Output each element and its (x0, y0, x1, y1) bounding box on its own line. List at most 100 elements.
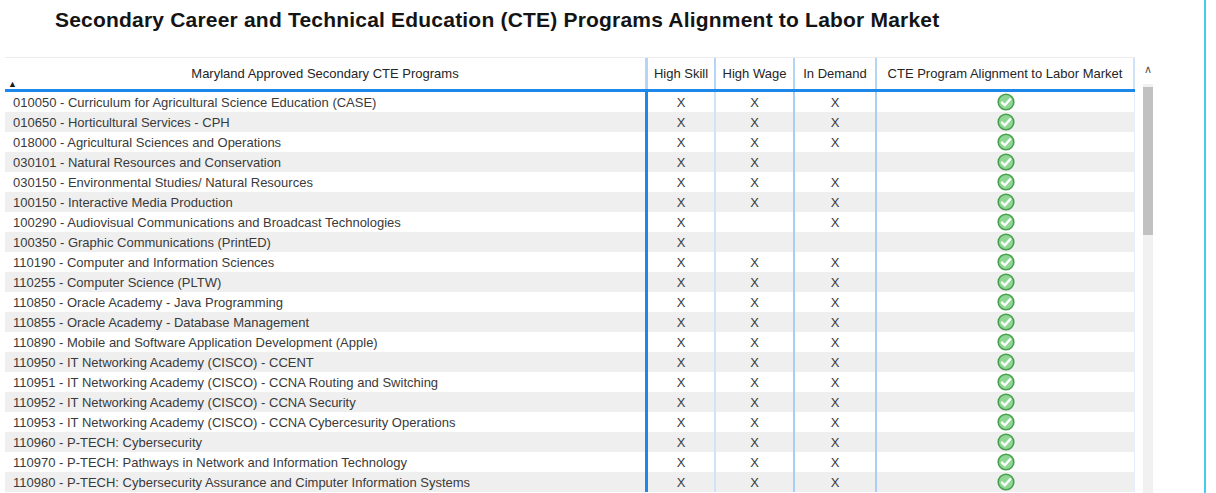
high-skill-cell: X (648, 392, 716, 412)
high-skill-cell: X (648, 252, 716, 272)
table-row[interactable]: 010650 - Horticultural Services - CPH X … (5, 112, 1135, 132)
alignment-cell (877, 412, 1135, 432)
high-wage-cell: X (716, 392, 795, 412)
high-wage-cell: X (716, 412, 795, 432)
in-demand-cell: X (795, 352, 877, 372)
alignment-check-icon (997, 113, 1015, 131)
program-cell: 110951 - IT Networking Academy (CISCO) -… (5, 372, 648, 392)
table-row[interactable]: 110980 - P-TECH: Cybersecurity Assurance… (5, 472, 1135, 492)
high-skill-cell: X (648, 92, 716, 112)
table-row[interactable]: 100150 - Interactive Media Production X … (5, 192, 1135, 212)
table-row[interactable]: 110951 - IT Networking Academy (CISCO) -… (5, 372, 1135, 392)
high-wage-cell: X (716, 172, 795, 192)
program-cell: 030101 - Natural Resources and Conservat… (5, 152, 648, 172)
high-wage-cell: X (716, 312, 795, 332)
program-cell: 110950 - IT Networking Academy (CISCO) -… (5, 352, 648, 372)
table-row[interactable]: 010050 - Curriculum for Agricultural Sci… (5, 92, 1135, 112)
alignment-check-icon (997, 133, 1015, 151)
program-cell: 110855 - Oracle Academy - Database Manag… (5, 312, 648, 332)
table-row[interactable]: 030150 - Environmental Studies/ Natural … (5, 172, 1135, 192)
in-demand-cell: X (795, 132, 877, 152)
alignment-cell (877, 372, 1135, 392)
column-header-programs[interactable]: ▲ Maryland Approved Secondary CTE Progra… (5, 58, 648, 89)
alignment-check-icon (997, 373, 1015, 391)
program-cell: 110960 - P-TECH: Cybersecurity (5, 432, 648, 452)
program-cell: 110255 - Computer Science (PLTW) (5, 272, 648, 292)
column-header-in-demand-label: In Demand (803, 66, 867, 81)
program-cell: 110953 - IT Networking Academy (CISCO) -… (5, 412, 648, 432)
in-demand-cell: X (795, 452, 877, 472)
sort-ascending-icon[interactable]: ▲ (8, 80, 17, 89)
table-row[interactable]: 110960 - P-TECH: Cybersecurity X X X (5, 432, 1135, 452)
program-cell: 110890 - Mobile and Software Application… (5, 332, 648, 352)
alignment-check-icon (997, 93, 1015, 111)
high-skill-cell: X (648, 432, 716, 452)
program-cell: 110970 - P-TECH: Pathways in Network and… (5, 452, 648, 472)
column-header-in-demand[interactable]: In Demand (795, 58, 877, 89)
high-wage-cell: X (716, 132, 795, 152)
high-skill-cell: X (648, 172, 716, 192)
table-row[interactable]: 100290 - Audiovisual Communications and … (5, 212, 1135, 232)
high-skill-cell: X (648, 112, 716, 132)
table-row[interactable]: 018000 - Agricultural Sciences and Opera… (5, 132, 1135, 152)
alignment-check-icon (997, 273, 1015, 291)
alignment-cell (877, 332, 1135, 352)
alignment-cell (877, 392, 1135, 412)
high-skill-cell: X (648, 312, 716, 332)
table-row[interactable]: 110970 - P-TECH: Pathways in Network and… (5, 452, 1135, 472)
high-wage-cell: X (716, 272, 795, 292)
column-header-high-wage[interactable]: High Wage (716, 58, 795, 89)
scrollbar-up-arrow-icon[interactable]: ∧ (1140, 60, 1156, 78)
high-wage-cell: X (716, 292, 795, 312)
column-header-alignment[interactable]: CTE Program Alignment to Labor Market (877, 58, 1135, 89)
table-row[interactable]: 110255 - Computer Science (PLTW) X X X (5, 272, 1135, 292)
high-skill-cell: X (648, 452, 716, 472)
high-wage-cell: X (716, 152, 795, 172)
in-demand-cell: X (795, 252, 877, 272)
table-row[interactable]: 110850 - Oracle Academy - Java Programmi… (5, 292, 1135, 312)
alignment-check-icon (997, 233, 1015, 251)
high-wage-cell (716, 232, 795, 252)
table-row[interactable]: 110950 - IT Networking Academy (CISCO) -… (5, 352, 1135, 372)
table-row[interactable]: 110855 - Oracle Academy - Database Manag… (5, 312, 1135, 332)
alignment-cell (877, 252, 1135, 272)
alignment-check-icon (997, 193, 1015, 211)
high-wage-cell: X (716, 352, 795, 372)
in-demand-cell: X (795, 412, 877, 432)
alignment-cell (877, 432, 1135, 452)
table-row[interactable]: 110952 - IT Networking Academy (CISCO) -… (5, 392, 1135, 412)
alignment-check-icon (997, 153, 1015, 171)
in-demand-cell: X (795, 172, 877, 192)
high-skill-cell: X (648, 332, 716, 352)
high-wage-cell: X (716, 472, 795, 492)
in-demand-cell: X (795, 432, 877, 452)
alignment-cell (877, 112, 1135, 132)
table-row[interactable]: 110953 - IT Networking Academy (CISCO) -… (5, 412, 1135, 432)
alignment-check-icon (997, 293, 1015, 311)
alignment-check-icon (997, 353, 1015, 371)
high-wage-cell: X (716, 372, 795, 392)
alignment-cell (877, 292, 1135, 312)
page-title: Secondary Career and Technical Education… (55, 8, 939, 32)
in-demand-cell (795, 152, 877, 172)
right-edge-accent-line (1204, 0, 1206, 493)
high-skill-cell: X (648, 352, 716, 372)
high-wage-cell: X (716, 452, 795, 472)
column-header-high-skill[interactable]: High Skill (648, 58, 716, 89)
high-skill-cell: X (648, 132, 716, 152)
alignment-cell (877, 232, 1135, 252)
in-demand-cell: X (795, 312, 877, 332)
alignment-cell (877, 132, 1135, 152)
program-cell: 100150 - Interactive Media Production (5, 192, 648, 212)
table-row[interactable]: 110190 - Computer and Information Scienc… (5, 252, 1135, 272)
in-demand-cell: X (795, 332, 877, 352)
alignment-check-icon (997, 313, 1015, 331)
table-body: 010050 - Curriculum for Agricultural Sci… (5, 92, 1135, 492)
column-header-high-wage-label: High Wage (723, 66, 787, 81)
table-row[interactable]: 110890 - Mobile and Software Application… (5, 332, 1135, 352)
table-row[interactable]: 030101 - Natural Resources and Conservat… (5, 152, 1135, 172)
table-row[interactable]: 100350 - Graphic Communications (PrintED… (5, 232, 1135, 252)
program-cell: 100290 - Audiovisual Communications and … (5, 212, 648, 232)
vertical-scrollbar-thumb[interactable] (1143, 87, 1153, 235)
in-demand-cell: X (795, 272, 877, 292)
